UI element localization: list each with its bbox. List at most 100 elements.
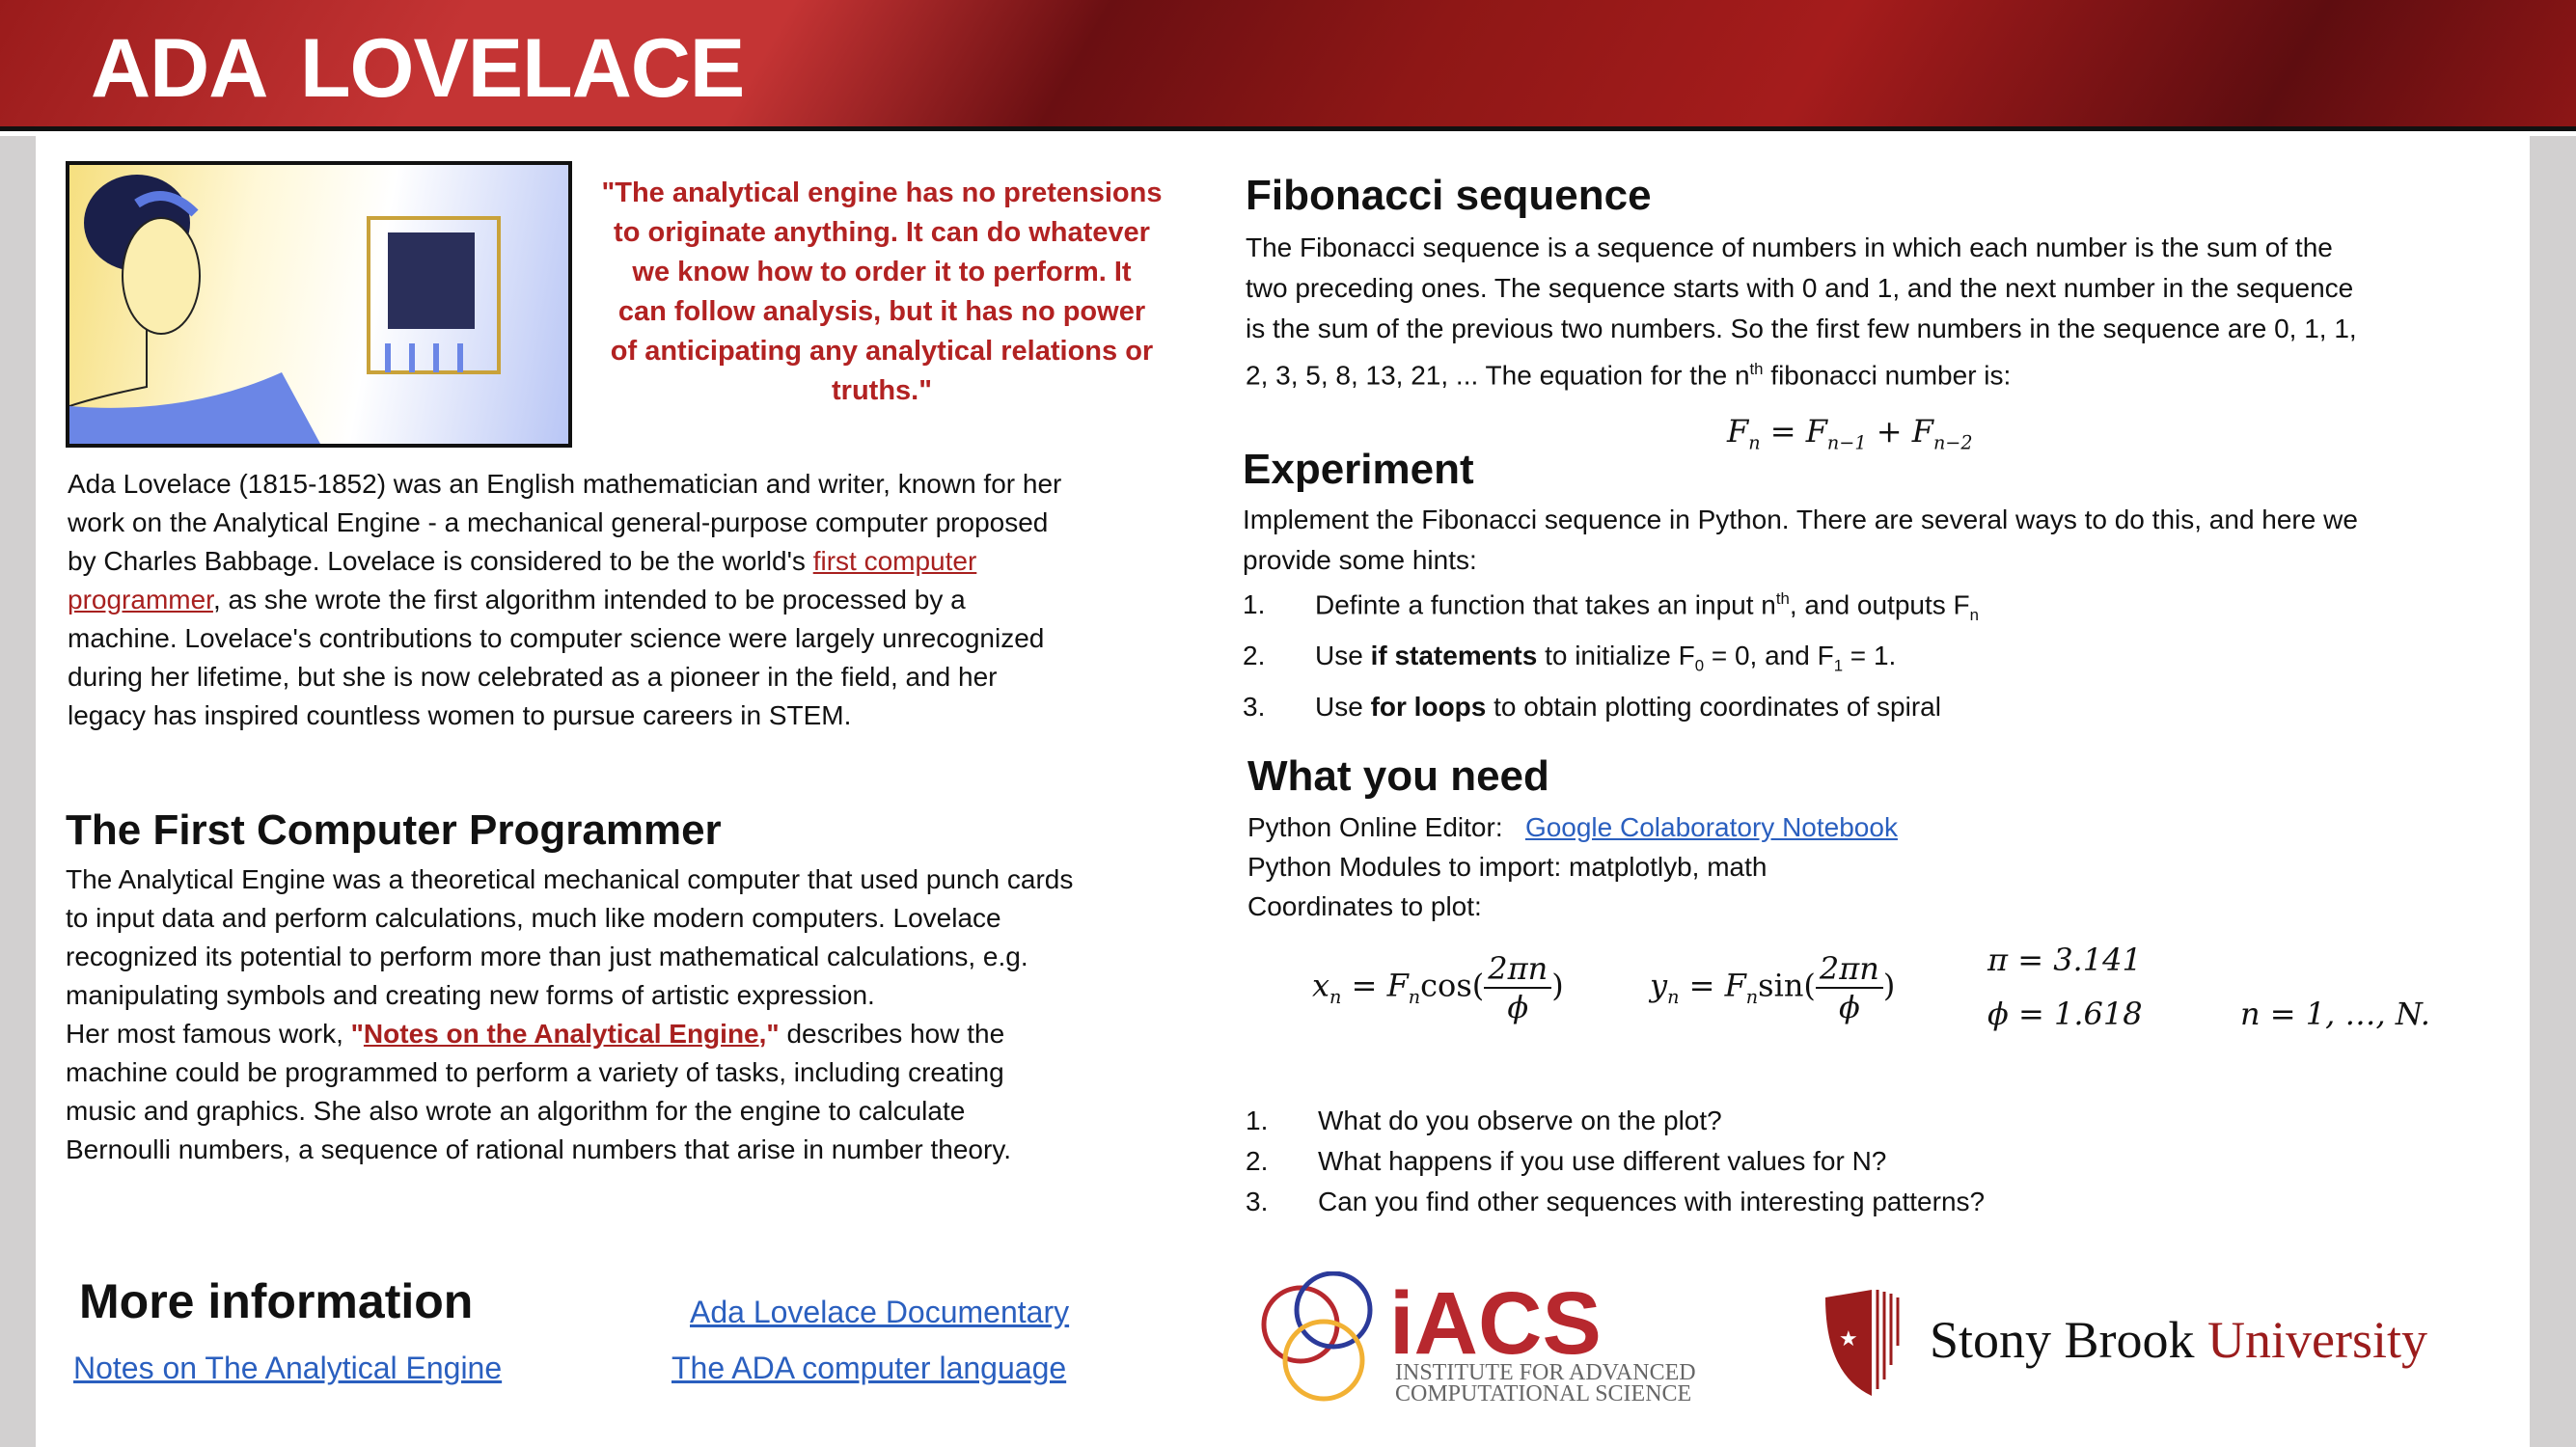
- text-segment: we know how to order it to perform. It: [632, 257, 1132, 287]
- editor-label: Python Online Editor:: [1247, 812, 1503, 842]
- text-segment: 0: [1694, 656, 1705, 675]
- bio-paragraph: Ada Lovelace (1815-1852) was an English …: [68, 465, 1061, 735]
- list-number: 1.: [1246, 1106, 1269, 1135]
- documentary-link[interactable]: Ada Lovelace Documentary: [690, 1295, 1070, 1329]
- text-segment: ": [350, 1019, 364, 1049]
- text-segment: recognized its potential to perform more…: [66, 942, 1028, 971]
- text-line: Her most famous work, "Notes on the Anal…: [66, 1015, 1073, 1053]
- text-line: to originate anything. It can do whateve…: [579, 213, 1185, 253]
- text-line: during her lifetime, but she is now cele…: [68, 658, 1061, 696]
- left-margin: [0, 136, 36, 1447]
- text-segment: to input data and perform calculations, …: [66, 903, 1001, 933]
- text-segment: fibonacci number is:: [1763, 360, 2012, 391]
- text-segment: machine could be programmed to perform a…: [66, 1057, 1004, 1087]
- notes-link[interactable]: Notes on The Analytical Engine: [73, 1351, 503, 1385]
- svg-text:Stony Brook University: Stony Brook University: [1930, 1311, 2427, 1369]
- programmer-paragraph: The Analytical Engine was a theoretical …: [66, 860, 1073, 1169]
- text-segment: The Fibonacci sequence is a sequence of …: [1246, 232, 2333, 262]
- lovelace-quote: "The analytical engine has no pretension…: [579, 174, 1185, 411]
- text-segment: th: [1775, 589, 1790, 608]
- text-line: 2. What happens if you use different valu…: [1246, 1141, 1985, 1182]
- text-line: The Analytical Engine was a theoretical …: [66, 860, 1073, 899]
- text-segment: = 0, and F: [1704, 640, 1834, 670]
- text-line: Bernoulli numbers, a sequence of rationa…: [66, 1131, 1073, 1169]
- text-segment: 1: [1833, 656, 1844, 675]
- editor-row: Python Online Editor: Google Colaborator…: [1247, 808, 1898, 847]
- modules-text: Python Modules to import: matplotlyb, ma…: [1247, 852, 1768, 882]
- text-line: of anticipating any analytical relations…: [579, 332, 1185, 371]
- text-segment: manipulating symbols and creating new fo…: [66, 980, 875, 1010]
- text-segment: What happens if you use different values…: [1318, 1146, 1887, 1176]
- text-segment: truths.": [832, 375, 932, 406]
- text-segment: provide some hints:: [1243, 545, 1477, 575]
- sbu-name: Stony Brook: [1930, 1311, 2195, 1369]
- hints-list: 1. Definte a function that takes an input…: [1243, 579, 1979, 727]
- text-segment: work on the Analytical Engine - a mechan…: [68, 507, 1049, 537]
- text-segment: Bernoulli numbers, a sequence of rationa…: [66, 1134, 1012, 1164]
- text-segment: for loops: [1370, 691, 1487, 722]
- text-segment: Definte a function that takes an input n: [1315, 589, 1776, 620]
- inline-link[interactable]: Notes on the Analytical Engine: [363, 1019, 759, 1049]
- phi-value: ϕ = 1.618: [1987, 996, 2143, 1032]
- questions-list: 1. What do you observe on the plot? 2. What…: [1246, 1101, 1985, 1222]
- text-line: Ada Lovelace (1815-1852) was an English …: [68, 465, 1061, 504]
- text-segment: of anticipating any analytical relations…: [610, 336, 1154, 367]
- ada-portrait-image: [66, 161, 572, 448]
- iacs-logo: iACS INSTITUTE FOR ADVANCED COMPUTATIONA…: [1254, 1270, 1717, 1406]
- text-segment: by Charles Babbage. Lovelace is consider…: [68, 546, 813, 576]
- iacs-wordmark: iACS: [1389, 1274, 1602, 1373]
- text-segment: What do you observe on the plot?: [1318, 1106, 1722, 1135]
- text-segment: can follow analysis, but it has no power: [617, 296, 1146, 327]
- text-line: Implement the Fibonacci sequence in Pyth…: [1243, 500, 2358, 540]
- n-range: n = 1, …, N.: [2240, 996, 2430, 1032]
- y-formula: yn = Fnsin(2πn ϕ): [1650, 950, 1896, 1025]
- text-segment: Use: [1315, 691, 1371, 722]
- text-line: truths.": [579, 371, 1185, 411]
- text-segment: Can you find other sequences with intere…: [1318, 1187, 1986, 1216]
- fibonacci-equation: Fn = Fn−1 + Fn−2: [1727, 413, 1973, 454]
- text-segment: , as she wrote the first algorithm inten…: [212, 585, 966, 614]
- text-segment: music and graphics. She also wrote an al…: [66, 1096, 966, 1126]
- text-line: legacy has inspired countless women to p…: [68, 696, 1061, 735]
- text-line: provide some hints:: [1243, 540, 2358, 581]
- inline-link[interactable]: programmer: [68, 585, 213, 614]
- text-line: two preceding ones. The sequence starts …: [1246, 268, 2357, 309]
- colab-link[interactable]: Google Colaboratory Notebook: [1524, 812, 1898, 842]
- text-segment: machine. Lovelace's contributions to com…: [68, 623, 1045, 653]
- text-segment: Implement the Fibonacci sequence in Pyth…: [1243, 505, 2358, 534]
- text-line: 1. Definte a function that takes an input…: [1243, 579, 1979, 636]
- experiment-paragraph: Implement the Fibonacci sequence in Pyth…: [1243, 500, 2358, 581]
- text-line: 3. Use for loops to obtain plotting coord…: [1243, 687, 1979, 727]
- need-heading: What you need: [1247, 752, 1549, 800]
- right-margin: [2530, 136, 2576, 1447]
- text-line: we know how to order it to perform. It: [579, 253, 1185, 292]
- star-icon: ★: [1839, 1326, 1858, 1351]
- text-segment: 2, 3, 5, 8, 13, 21, ... The equation for…: [1246, 360, 1750, 391]
- text-segment: The Analytical Engine was a theoretical …: [66, 864, 1074, 894]
- programmer-heading: The First Computer Programmer: [66, 806, 722, 854]
- text-segment: describes how the: [779, 1019, 1005, 1049]
- text-segment: during her lifetime, but she is now cele…: [68, 662, 998, 692]
- text-line: 3. Can you find other sequences with inte…: [1246, 1182, 1985, 1222]
- text-segment: th: [1749, 360, 1764, 378]
- text-segment: if statements: [1370, 640, 1538, 670]
- text-segment: is the sum of the previous two numbers. …: [1246, 314, 2357, 343]
- iacs-subtitle-2: COMPUTATIONAL SCIENCE: [1395, 1381, 1691, 1406]
- ada-language-link[interactable]: The ADA computer language: [671, 1351, 1067, 1385]
- fibonacci-heading: Fibonacci sequence: [1246, 172, 1652, 219]
- text-line: work on the Analytical Engine - a mechan…: [68, 504, 1061, 542]
- text-segment: Use: [1315, 640, 1371, 670]
- text-segment: to initialize F: [1537, 640, 1695, 670]
- text-line: "The analytical engine has no pretension…: [579, 174, 1185, 213]
- text-line: recognized its potential to perform more…: [66, 938, 1073, 976]
- list-number: 2.: [1243, 640, 1266, 670]
- text-line: music and graphics. She also wrote an al…: [66, 1092, 1073, 1131]
- text-line: machine could be programmed to perform a…: [66, 1053, 1073, 1092]
- text-segment: n: [1969, 605, 1980, 624]
- inline-link[interactable]: first computer: [812, 546, 977, 576]
- text-segment: "The analytical engine has no pretension…: [601, 177, 1163, 208]
- text-segment: legacy has inspired countless women to p…: [68, 700, 852, 730]
- text-line: by Charles Babbage. Lovelace is consider…: [68, 542, 1061, 581]
- more-info-heading: More information: [79, 1274, 474, 1328]
- text-line: 2, 3, 5, 8, 13, 21, ... The equation for…: [1246, 349, 2357, 396]
